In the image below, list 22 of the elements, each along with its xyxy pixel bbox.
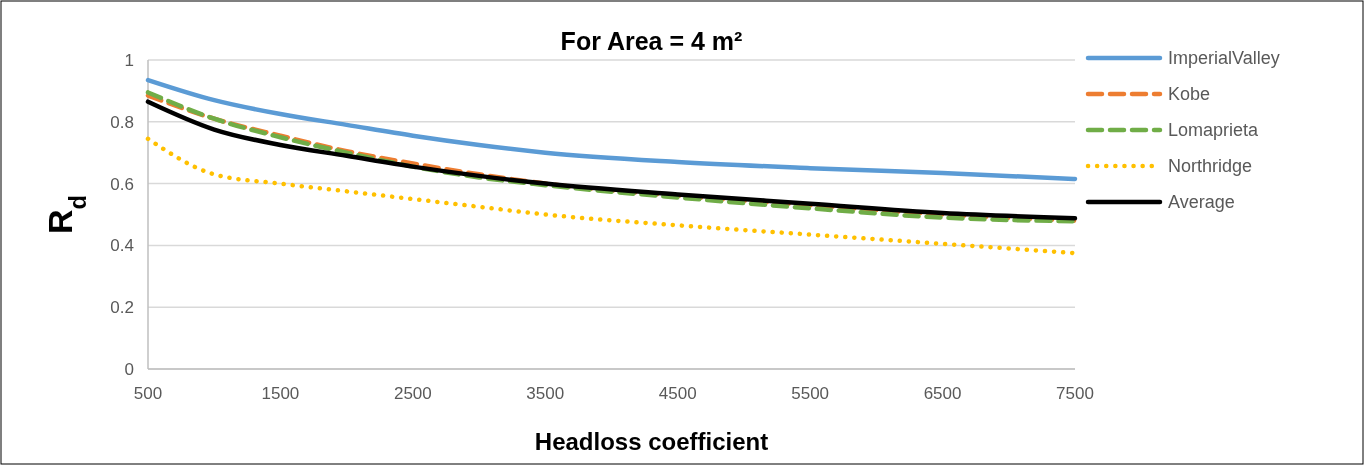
line-series (145, 77, 1078, 182)
legend-label: Lomaprieta (1168, 120, 1260, 141)
y-tick-label: 0 (124, 359, 134, 379)
x-tick-label: 1500 (261, 384, 300, 403)
legend-label: ImperialValley (1168, 48, 1280, 69)
chart-title: For Area = 4 m² (560, 27, 743, 55)
y-tick-label: 0.4 (110, 236, 134, 256)
y-tick-label: 1 (124, 50, 134, 70)
y-tick-label: 0.8 (110, 112, 134, 132)
x-tick-label: 2500 (393, 384, 432, 403)
x-axis-title: Headloss coefficient (534, 428, 769, 455)
x-tick-label: 6500 (923, 384, 962, 403)
x-tick-label: 5500 (791, 384, 830, 403)
legend-label: Kobe (1168, 84, 1211, 105)
legend-label: Average (1168, 192, 1235, 213)
x-tick-label: 500 (133, 384, 163, 403)
x-tick-label: 3500 (526, 384, 565, 403)
x-tick-label: 7500 (1056, 384, 1094, 403)
y-tick-label: 0.2 (110, 298, 134, 318)
x-tick-label: 4500 (658, 384, 697, 403)
y-tick-label: 0.6 (110, 174, 134, 194)
legend-label: Northridge (1168, 156, 1253, 177)
